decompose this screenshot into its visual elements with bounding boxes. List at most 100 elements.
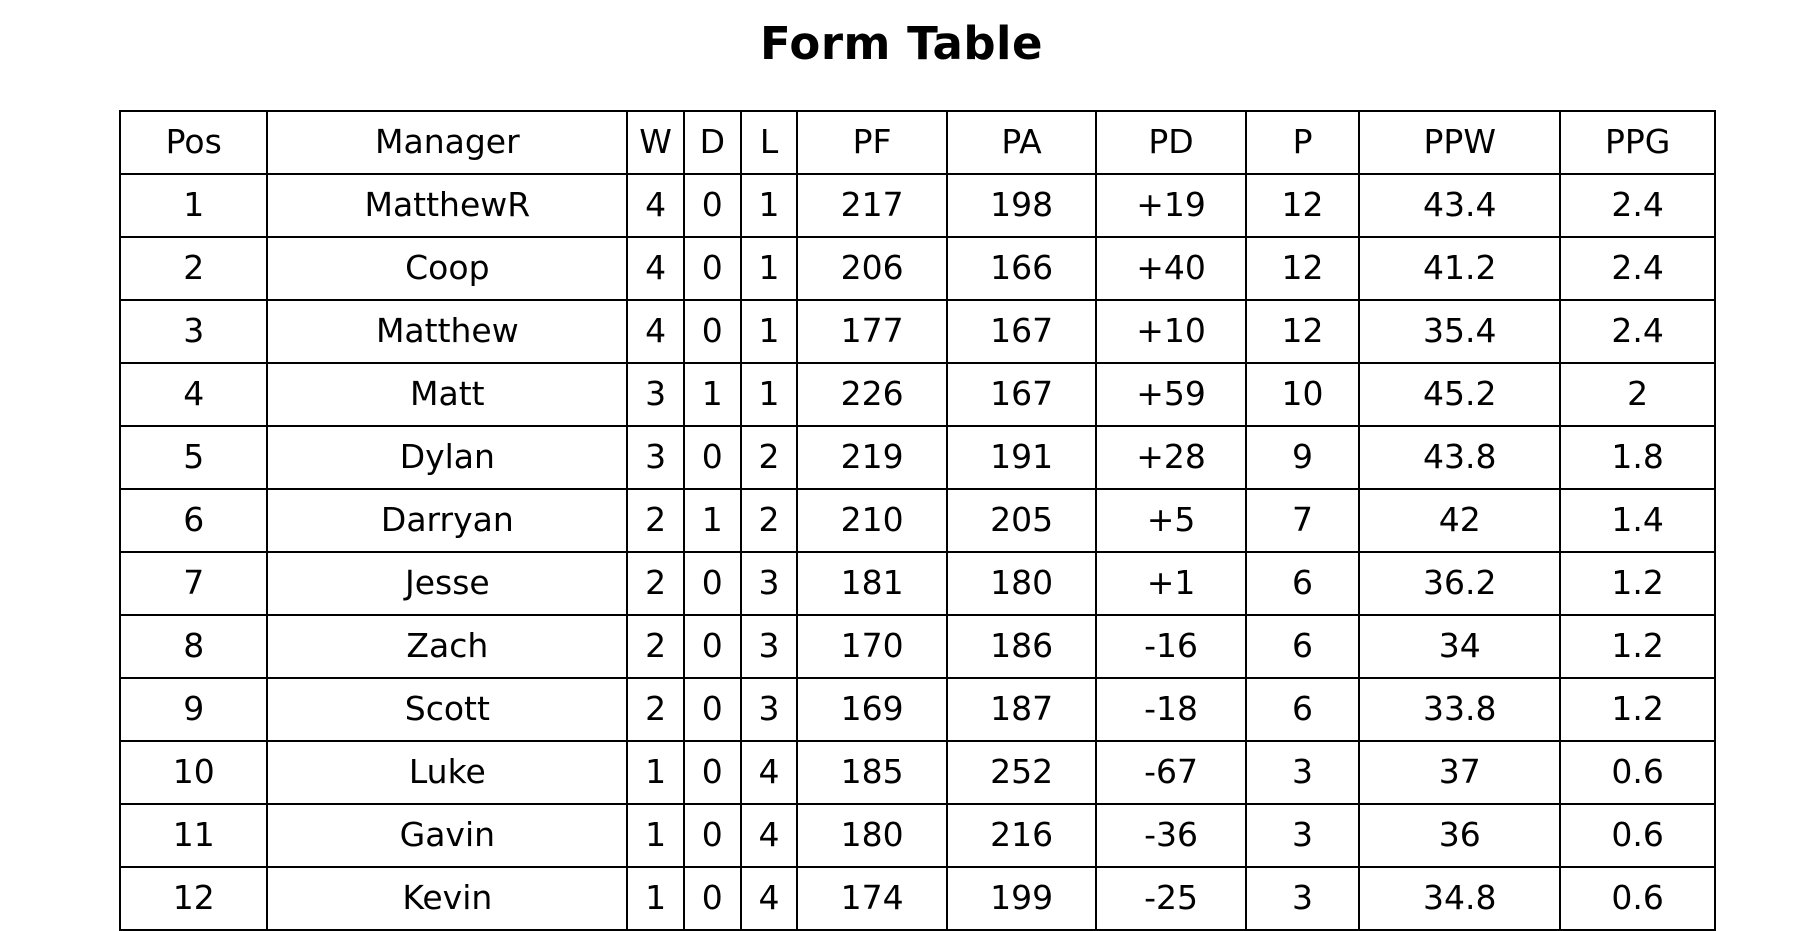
cell-d: 1 (682, 362, 742, 427)
cell-l: 1 (739, 299, 799, 364)
column-header-pd[interactable]: PD (1095, 110, 1247, 175)
cell-p: 9 (1244, 425, 1361, 490)
cell-pd: +1 (1095, 551, 1247, 616)
cell-pf: 217 (796, 173, 948, 238)
cell-pd: -16 (1095, 614, 1247, 679)
column-header-ppw[interactable]: PPW (1358, 110, 1562, 175)
cell-l: 2 (739, 488, 799, 553)
cell-pos: 10 (118, 740, 269, 805)
cell-pd: +10 (1095, 299, 1247, 364)
cell-w: 4 (626, 173, 685, 238)
table-row[interactable]: 10 Luke 1 0 4 185 252 -67 3 37 0.6 (118, 740, 1716, 805)
cell-w: 1 (626, 803, 685, 868)
table-row[interactable]: 5 Dylan 3 0 2 219 191 +28 9 43.8 1.8 (118, 425, 1716, 490)
cell-ppw: 45.2 (1358, 362, 1562, 427)
column-header-pos[interactable]: Pos (118, 110, 269, 175)
cell-ppw: 41.2 (1358, 236, 1562, 301)
cell-pd: +40 (1095, 236, 1247, 301)
cell-manager: Matt (266, 362, 629, 427)
cell-ppg: 2.4 (1559, 173, 1716, 238)
cell-d: 1 (682, 488, 742, 553)
table-header: Pos Manager W D L PF PA PD P PPW PPG (118, 110, 1716, 175)
cell-p: 10 (1244, 362, 1361, 427)
cell-pf: 170 (796, 614, 948, 679)
cell-pa: 187 (945, 677, 1098, 742)
cell-l: 1 (739, 362, 799, 427)
cell-pd: -25 (1095, 866, 1247, 931)
column-header-manager[interactable]: Manager (266, 110, 629, 175)
cell-pd: -67 (1095, 740, 1247, 805)
cell-pf: 177 (796, 299, 948, 364)
cell-pf: 180 (796, 803, 948, 868)
table-row[interactable]: 4 Matt 3 1 1 226 167 +59 10 45.2 2 (118, 362, 1716, 427)
cell-w: 4 (626, 299, 685, 364)
table-row[interactable]: 1 MatthewR 4 0 1 217 198 +19 12 43.4 2.4 (118, 173, 1716, 238)
cell-pos: 3 (118, 299, 269, 364)
cell-pa: 186 (945, 614, 1098, 679)
column-header-w[interactable]: W (626, 110, 685, 175)
cell-d: 0 (682, 677, 742, 742)
cell-w: 2 (626, 551, 685, 616)
cell-p: 12 (1244, 299, 1361, 364)
cell-ppg: 0.6 (1559, 740, 1716, 805)
cell-p: 12 (1244, 173, 1361, 238)
cell-ppw: 43.8 (1358, 425, 1562, 490)
cell-w: 3 (626, 362, 685, 427)
column-header-pf[interactable]: PF (796, 110, 948, 175)
cell-pos: 8 (118, 614, 269, 679)
cell-l: 2 (739, 425, 799, 490)
cell-ppw: 36 (1358, 803, 1562, 868)
table-row[interactable]: 12 Kevin 1 0 4 174 199 -25 3 34.8 0.6 (118, 866, 1716, 931)
cell-manager: Scott (266, 677, 629, 742)
form-table: Pos Manager W D L PF PA PD P PPW PPG 1 MatthewR 4 0 1 2… (118, 110, 1716, 931)
cell-p: 3 (1244, 866, 1361, 931)
table-row[interactable]: 9 Scott 2 0 3 169 187 -18 6 33.8 1.2 (118, 677, 1716, 742)
table-row[interactable]: 11 Gavin 1 0 4 180 216 -36 3 36 0.6 (118, 803, 1716, 868)
cell-ppg: 0.6 (1559, 866, 1716, 931)
cell-manager: Kevin (266, 866, 629, 931)
column-header-p[interactable]: P (1244, 110, 1361, 175)
cell-l: 4 (739, 803, 799, 868)
column-header-l[interactable]: L (739, 110, 799, 175)
cell-d: 0 (682, 740, 742, 805)
cell-pd: +5 (1095, 488, 1247, 553)
cell-ppw: 34.8 (1358, 866, 1562, 931)
table-row[interactable]: 3 Matthew 4 0 1 177 167 +10 12 35.4 2.4 (118, 299, 1716, 364)
cell-w: 1 (626, 866, 685, 931)
cell-pos: 11 (118, 803, 269, 868)
cell-ppg: 1.8 (1559, 425, 1716, 490)
cell-pf: 185 (796, 740, 948, 805)
column-header-d[interactable]: D (682, 110, 742, 175)
cell-pos: 9 (118, 677, 269, 742)
cell-pa: 205 (945, 488, 1098, 553)
table-row[interactable]: 6 Darryan 2 1 2 210 205 +5 7 42 1.4 (118, 488, 1716, 553)
column-header-ppg[interactable]: PPG (1559, 110, 1716, 175)
cell-ppg: 2.4 (1559, 236, 1716, 301)
cell-w: 2 (626, 488, 685, 553)
cell-pd: +59 (1095, 362, 1247, 427)
cell-pos: 6 (118, 488, 269, 553)
cell-manager: Jesse (266, 551, 629, 616)
table-row[interactable]: 8 Zach 2 0 3 170 186 -16 6 34 1.2 (118, 614, 1716, 679)
cell-manager: Luke (266, 740, 629, 805)
cell-pa: 167 (945, 362, 1098, 427)
cell-manager: Coop (266, 236, 629, 301)
cell-d: 0 (682, 614, 742, 679)
cell-pa: 199 (945, 866, 1098, 931)
column-header-pa[interactable]: PA (945, 110, 1098, 175)
cell-pa: 180 (945, 551, 1098, 616)
cell-ppg: 1.2 (1559, 677, 1716, 742)
cell-pos: 5 (118, 425, 269, 490)
table-row[interactable]: 7 Jesse 2 0 3 181 180 +1 6 36.2 1.2 (118, 551, 1716, 616)
cell-pa: 198 (945, 173, 1098, 238)
cell-d: 0 (682, 173, 742, 238)
cell-ppw: 37 (1358, 740, 1562, 805)
cell-l: 1 (739, 173, 799, 238)
cell-d: 0 (682, 866, 742, 931)
table-row[interactable]: 2 Coop 4 0 1 206 166 +40 12 41.2 2.4 (118, 236, 1716, 301)
cell-p: 6 (1244, 551, 1361, 616)
cell-l: 3 (739, 614, 799, 679)
table-body: 1 MatthewR 4 0 1 217 198 +19 12 43.4 2.4 2 Coop 4 0 1 20… (118, 173, 1716, 931)
cell-p: 6 (1244, 677, 1361, 742)
